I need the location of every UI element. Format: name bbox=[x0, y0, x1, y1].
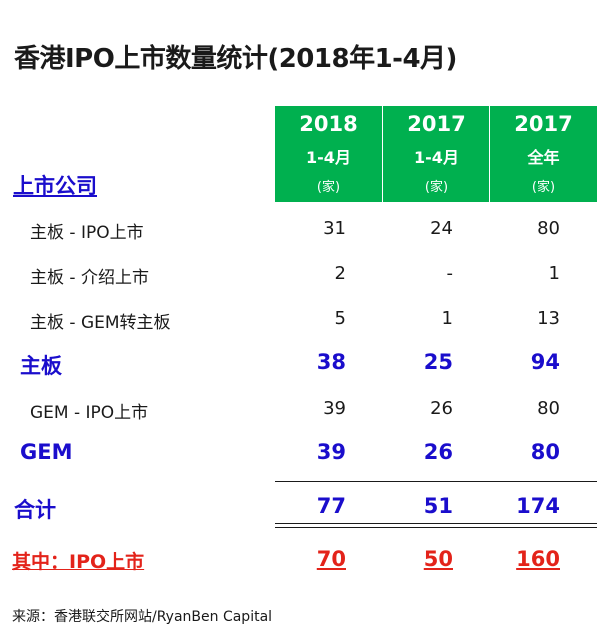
column-header-2018-jan-apr: 2018 1-4月 (家) bbox=[275, 106, 382, 202]
cell-2017-full-year: 160 bbox=[516, 547, 560, 571]
row-label: 主板 bbox=[20, 354, 62, 378]
cell-2017-full-year: 94 bbox=[530, 350, 560, 374]
cell-2018-jan-apr: 39 bbox=[316, 440, 346, 464]
cell-2017-jan-apr: 25 bbox=[423, 350, 453, 374]
column-year: 2017 bbox=[407, 112, 466, 136]
source-footnote: 来源：香港联交所网站/RyanBen Capital bbox=[12, 609, 273, 625]
column-unit: (家) bbox=[424, 180, 449, 195]
total-bottom-rule bbox=[275, 527, 597, 528]
section-label-listed-companies: 上市公司 bbox=[13, 174, 97, 198]
total-top-rule bbox=[275, 481, 597, 482]
row-label: 其中：IPO上市 bbox=[12, 551, 145, 573]
column-header-2017-jan-apr: 2017 1-4月 (家) bbox=[383, 106, 490, 202]
column-header-divider bbox=[382, 106, 383, 202]
column-unit: (家) bbox=[531, 180, 556, 195]
cell-2017-full-year: 13 bbox=[537, 308, 560, 329]
cell-2017-full-year: 1 bbox=[548, 263, 560, 284]
cell-2017-full-year: 80 bbox=[530, 440, 560, 464]
cell-2017-full-year: 80 bbox=[537, 218, 560, 239]
cell-2017-jan-apr: 51 bbox=[423, 494, 453, 518]
column-year: 2018 bbox=[299, 112, 358, 136]
page-title: 香港IPO上市数量统计(2018年1-4月) bbox=[14, 44, 457, 74]
cell-2017-jan-apr: - bbox=[446, 263, 454, 284]
column-period: 1-4月 bbox=[306, 148, 351, 167]
row-label: 主板 - IPO上市 bbox=[30, 223, 144, 243]
cell-2018-jan-apr: 2 bbox=[334, 263, 346, 284]
column-header-background bbox=[275, 106, 597, 202]
row-label: 主板 - 介绍上市 bbox=[30, 268, 149, 288]
cell-2018-jan-apr: 31 bbox=[323, 218, 346, 239]
column-period: 全年 bbox=[527, 148, 560, 167]
cell-2017-full-year: 174 bbox=[516, 494, 560, 518]
cell-2017-jan-apr: 26 bbox=[423, 440, 453, 464]
column-period: 1-4月 bbox=[414, 148, 459, 167]
cell-2017-jan-apr: 24 bbox=[430, 218, 453, 239]
cell-2018-jan-apr: 70 bbox=[316, 547, 346, 571]
row-label: 主板 - GEM转主板 bbox=[30, 313, 171, 333]
cell-2017-jan-apr: 26 bbox=[430, 398, 453, 419]
row-label: 合计 bbox=[14, 498, 56, 522]
column-header-divider bbox=[489, 106, 490, 202]
cell-2018-jan-apr: 77 bbox=[316, 494, 346, 518]
column-unit: (家) bbox=[316, 180, 341, 195]
column-header-2017-full-year: 2017 全年 (家) bbox=[490, 106, 597, 202]
total-bottom-rule bbox=[275, 523, 597, 524]
cell-2017-jan-apr: 1 bbox=[441, 308, 453, 329]
cell-2018-jan-apr: 5 bbox=[334, 308, 346, 329]
cell-2018-jan-apr: 39 bbox=[323, 398, 346, 419]
cell-2017-full-year: 80 bbox=[537, 398, 560, 419]
cell-2018-jan-apr: 38 bbox=[316, 350, 346, 374]
row-label: GEM - IPO上市 bbox=[30, 403, 149, 423]
cell-2017-jan-apr: 50 bbox=[423, 547, 453, 571]
row-label: GEM bbox=[20, 440, 73, 464]
column-year: 2017 bbox=[514, 112, 573, 136]
